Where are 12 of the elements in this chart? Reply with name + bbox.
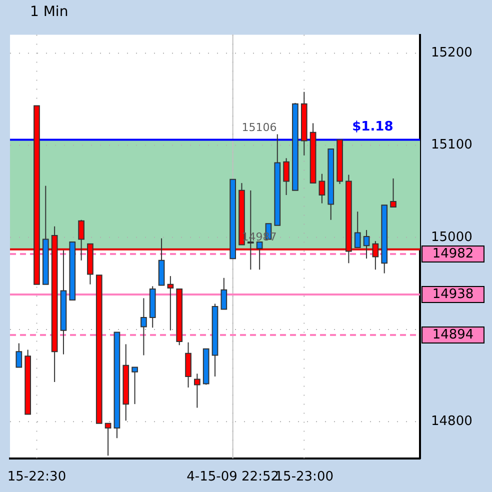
chart-title: 1 Min bbox=[30, 4, 68, 20]
y-tick-label: 15200 bbox=[431, 46, 472, 61]
y-tick-label: 15000 bbox=[431, 230, 472, 245]
annotation: 15106 bbox=[242, 121, 277, 134]
y-tick-label: 14800 bbox=[431, 414, 472, 429]
annotation: $1.18 bbox=[352, 120, 394, 135]
y-tick-label: 15100 bbox=[431, 138, 472, 153]
ref-line-label: 14938 bbox=[432, 286, 474, 302]
x-tick-label: 15-22:30 bbox=[7, 470, 66, 485]
x-tick-label: 4-15-09 22:52 bbox=[186, 470, 279, 485]
ref-line-label: 14894 bbox=[432, 327, 474, 342]
ref-line-label: 14982 bbox=[432, 246, 474, 262]
